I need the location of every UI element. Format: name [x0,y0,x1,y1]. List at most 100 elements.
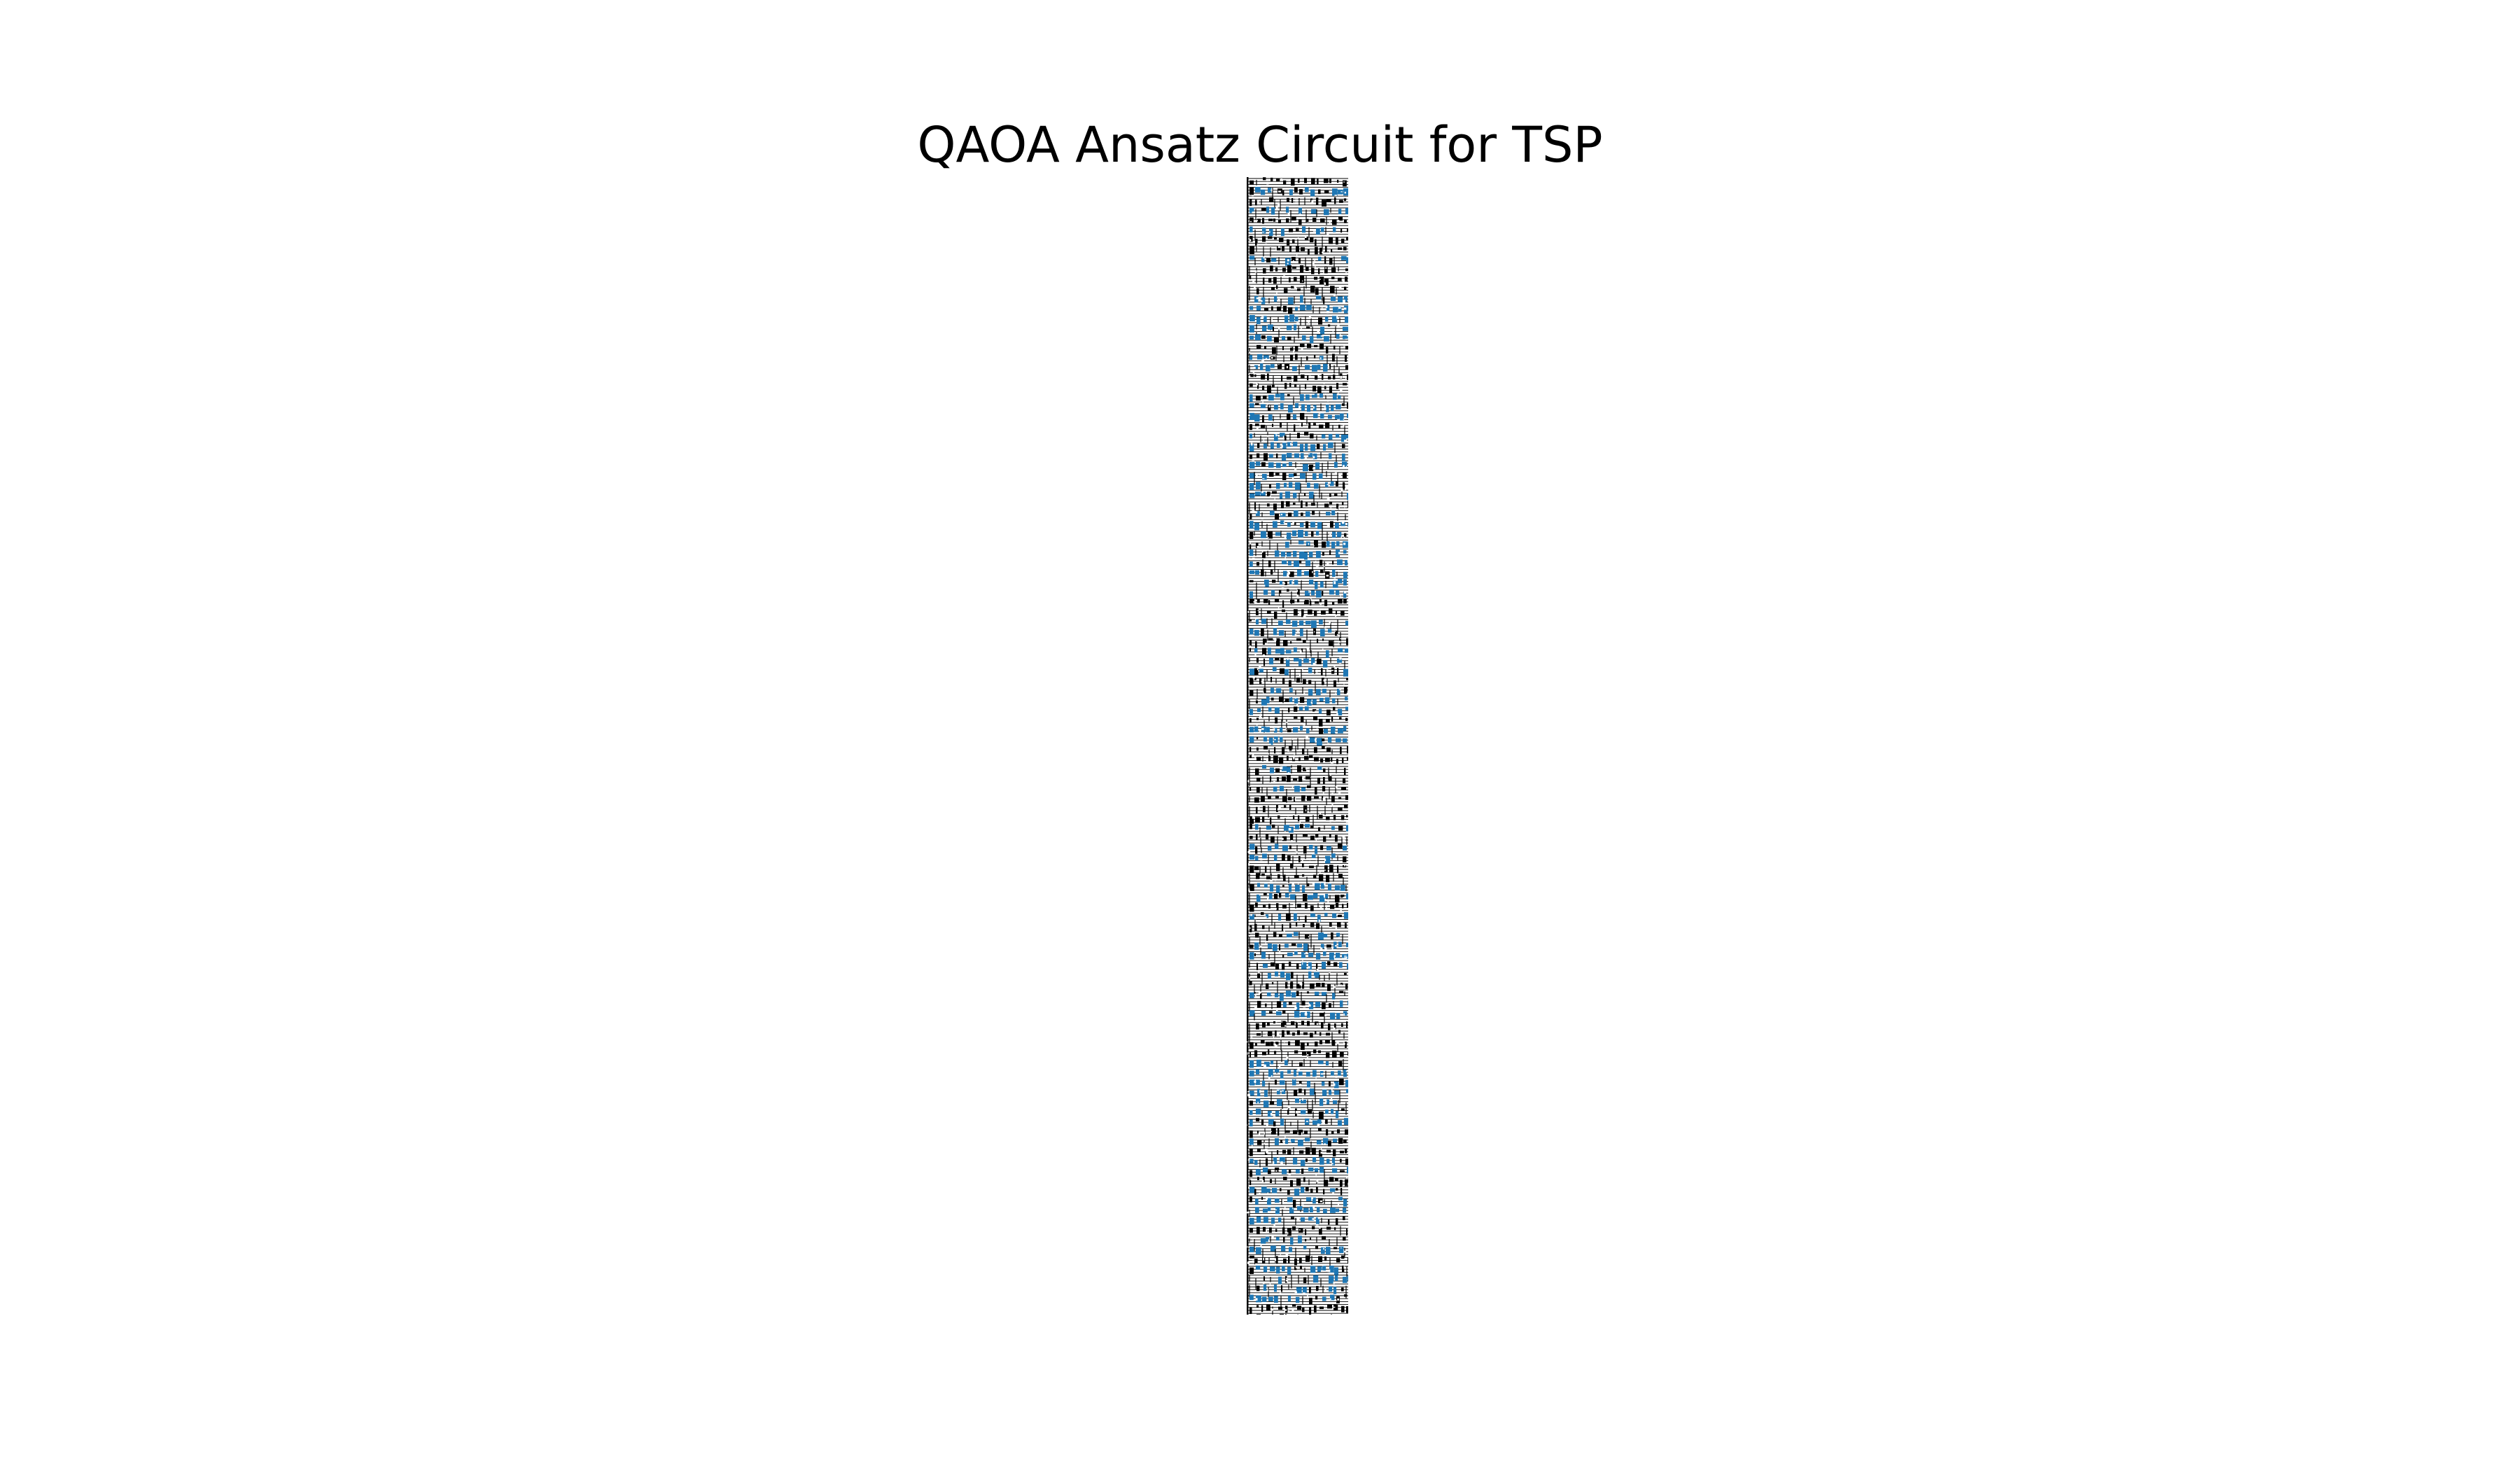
label-gap [1256,297,1259,300]
gate-label-mark [1291,1217,1294,1219]
gate-label-mark [1339,1079,1344,1086]
label-gap [1259,893,1261,896]
gate-box [1336,1012,1340,1020]
gate-label-mark [1337,922,1341,927]
gate-box [1322,1089,1327,1096]
gate-box [1336,1110,1339,1119]
gate-box [1275,550,1280,557]
gate-box [1310,1206,1313,1212]
gate-label-mark [1344,198,1347,202]
gate-box [1329,433,1333,440]
gate-label-mark [1264,658,1266,666]
label-gap [1279,569,1282,573]
label-gap [1344,634,1346,637]
gate-label-mark [1311,178,1315,184]
gate-label-mark [1347,902,1348,908]
gate-box [1326,304,1330,312]
gate-label-mark [1305,1228,1307,1236]
gate-label-mark [1282,1010,1286,1014]
label-gap [1257,626,1259,628]
gate-box [1299,706,1303,710]
gate-label-mark [1273,755,1278,763]
gate-box [1316,531,1320,536]
gate-box [1294,698,1298,704]
label-gap [1270,1308,1273,1311]
gate-label-mark [1336,503,1339,510]
label-gap [1312,230,1316,232]
gate-box [1345,559,1348,566]
gate-box [1326,541,1330,547]
gate-box [1335,885,1340,891]
gate-label-mark [1305,902,1308,909]
gate-box [1256,1295,1261,1303]
gate-label-mark [1256,873,1260,879]
gate-label-mark [1304,432,1309,436]
gate-label-mark [1304,599,1309,605]
gate-label-mark [1324,386,1326,390]
gate-label-mark [1266,934,1268,941]
gate-box [1316,295,1322,300]
gate-label-mark [1285,1306,1288,1313]
gate-box [1301,1159,1306,1166]
label-gap [1308,375,1311,378]
gate-label-mark [1266,1042,1270,1046]
label-gap [1275,1008,1278,1011]
gate-label-mark [1308,609,1312,615]
gate-label-mark [1329,776,1332,782]
gate-label-mark [1250,1228,1253,1233]
gate-label-mark [1317,444,1320,449]
gate-label-mark [1325,757,1330,762]
gate-label-mark [1326,944,1331,948]
label-gap [1340,389,1343,392]
gate-label-mark [1312,217,1317,222]
gate-label-mark [1302,1307,1305,1312]
gate-box [1326,846,1331,850]
label-gap [1324,282,1326,286]
label-gap [1266,760,1268,762]
gate-label-mark [1288,797,1292,801]
gate-label-mark [1250,836,1253,839]
gate-box [1308,962,1312,970]
label-gap [1343,537,1345,539]
gate-label-mark [1329,493,1331,497]
gate-label-mark [1320,598,1322,603]
label-gap [1343,346,1345,348]
gate-label-mark [1342,502,1344,505]
label-gap [1338,475,1341,477]
gate-label-mark [1303,640,1306,643]
gate-label-mark [1322,374,1324,380]
gate-label-mark [1345,268,1348,272]
label-gap [1327,743,1330,746]
gate-label-mark [1274,1051,1277,1054]
gate-box [1338,648,1343,652]
gate-label-mark [1282,954,1284,958]
label-gap [1340,832,1342,834]
gate-label-mark [1256,718,1259,720]
label-gap [1320,335,1323,337]
label-gap [1264,1142,1266,1145]
label-gap [1252,195,1254,197]
gate-box [1331,541,1336,549]
gate-label-mark [1295,354,1298,360]
label-gap [1279,966,1282,968]
label-gap [1326,575,1329,577]
gate-label-mark [1310,1032,1313,1038]
gate-box [1250,433,1253,439]
gate-label-mark [1261,629,1264,636]
gate-label-mark [1287,1189,1290,1195]
gate-box [1276,463,1281,468]
gate-label-mark [1287,755,1289,761]
gate-label-mark [1346,815,1348,818]
label-gap [1256,668,1259,671]
gate-label-mark [1276,453,1278,458]
gate-label-mark [1268,531,1273,539]
label-gap [1276,937,1278,938]
gate-label-mark [1345,1158,1348,1166]
label-gap [1271,1236,1274,1238]
label-gap [1280,513,1282,516]
gate-box [1308,1168,1314,1172]
label-gap [1319,608,1321,611]
label-gap [1256,545,1259,549]
gate-label-mark [1314,1305,1317,1313]
gate-box [1250,1110,1253,1115]
